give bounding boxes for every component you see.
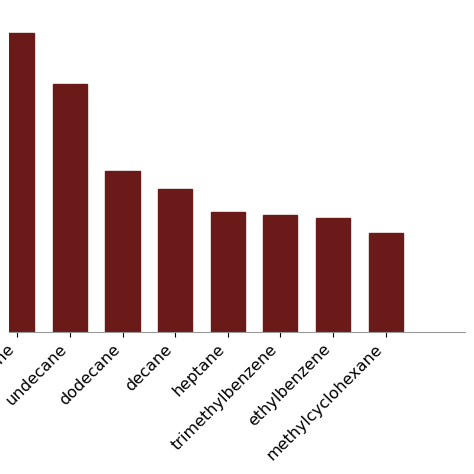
Bar — [368, 233, 403, 332]
Bar — [263, 215, 298, 332]
Bar — [106, 171, 140, 332]
Bar — [0, 33, 35, 332]
Bar — [53, 84, 87, 332]
Bar — [316, 219, 350, 332]
Bar — [211, 212, 245, 332]
Bar — [158, 189, 192, 332]
